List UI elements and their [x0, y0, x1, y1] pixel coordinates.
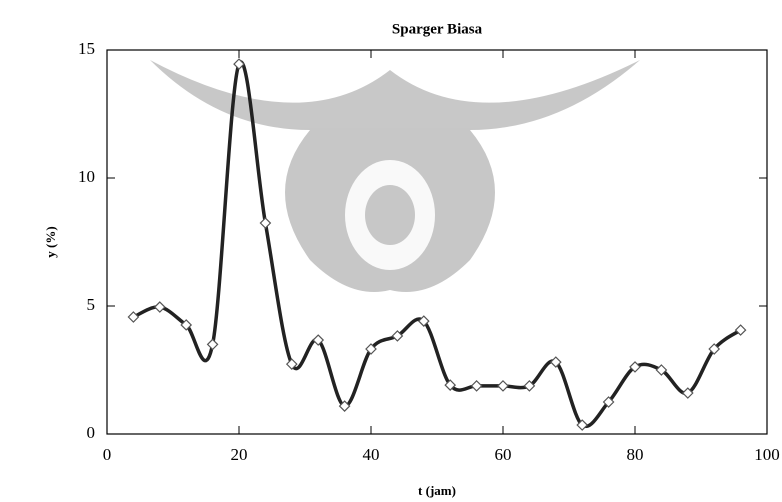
data-point	[285, 358, 298, 370]
data-point	[233, 58, 245, 70]
y-tick-label: 10	[78, 167, 95, 186]
data-point	[444, 379, 457, 391]
data-point	[602, 396, 615, 408]
data-point	[153, 301, 166, 313]
data-point	[734, 324, 747, 336]
data-point	[338, 400, 351, 412]
x-tick-label: 20	[231, 445, 248, 464]
data-point	[127, 311, 140, 323]
data-point	[549, 356, 562, 368]
data-point	[629, 361, 641, 373]
y-tick-label: 15	[78, 39, 95, 58]
data-point	[708, 343, 721, 355]
x-tick-label: 80	[627, 445, 644, 464]
watermark	[150, 60, 640, 292]
data-point	[391, 330, 404, 342]
x-tick-label: 60	[495, 445, 512, 464]
x-axis-label: t (jam)	[418, 483, 456, 498]
y-axis-label: y (%)	[43, 226, 58, 257]
data-point	[365, 343, 377, 355]
data-point	[655, 364, 668, 376]
data-point	[576, 419, 589, 431]
plot-frame	[106, 49, 768, 435]
data-point	[523, 380, 536, 392]
x-tick-label: 0	[103, 445, 112, 464]
data-point	[180, 319, 193, 331]
data-point	[681, 387, 694, 399]
data-point	[417, 315, 430, 327]
data-point	[206, 338, 219, 351]
y-tick-label: 5	[87, 295, 96, 314]
chart-title: Sparger Biasa	[392, 21, 483, 37]
data-point	[312, 334, 325, 346]
data-point	[470, 380, 483, 392]
data-point	[497, 380, 509, 392]
data-point	[259, 217, 272, 229]
x-tick-label: 100	[754, 445, 780, 464]
x-tick-label: 40	[363, 445, 380, 464]
y-tick-label: 0	[87, 423, 96, 442]
